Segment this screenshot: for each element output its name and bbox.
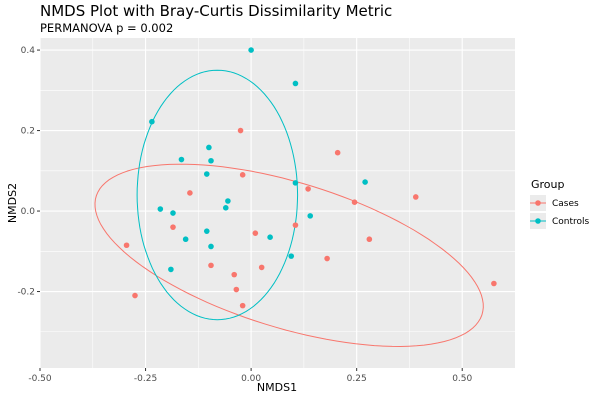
x-tick-label: -0.50	[28, 374, 52, 384]
point-cases	[491, 280, 497, 287]
x-tick-label: 0.50	[452, 374, 472, 384]
point-cases	[351, 199, 358, 205]
point-controls	[248, 47, 254, 53]
plot-panel	[40, 38, 515, 368]
legend: Group Cases Controls	[530, 178, 590, 229]
x-axis-ticks: -0.50 -0.25 0.00 0.25 0.50	[28, 368, 473, 384]
point-cases	[239, 172, 246, 178]
point-controls	[168, 266, 174, 273]
point-cases	[334, 149, 341, 156]
point-cases	[237, 127, 244, 134]
point-controls	[203, 228, 210, 234]
point-controls	[267, 234, 273, 241]
x-axis-label: NMDS1	[257, 381, 297, 394]
point-cases	[258, 264, 265, 271]
legend-key-controls	[535, 218, 541, 224]
point-cases	[292, 222, 299, 228]
point-controls	[225, 198, 231, 204]
point-controls	[208, 157, 214, 164]
point-cases	[324, 255, 330, 262]
legend-title: Group	[531, 178, 565, 191]
y-axis-ticks: -0.2 0.0 0.2 0.4	[17, 46, 40, 298]
x-tick-label: -0.25	[134, 374, 157, 384]
point-cases	[252, 230, 259, 236]
chart-title: NMDS Plot with Bray-Curtis Dissimilarity…	[40, 2, 393, 20]
point-cases	[187, 190, 193, 196]
ellipse-cases	[94, 163, 484, 348]
point-controls	[362, 179, 368, 185]
chart-subtitle: PERMANOVA p = 0.002	[40, 21, 174, 35]
point-cases	[305, 186, 311, 192]
point-cases	[132, 292, 138, 299]
ellipse-controls	[136, 69, 299, 321]
x-tick-label: 0.25	[347, 374, 367, 384]
point-cases	[208, 262, 214, 269]
grid-minor	[40, 38, 515, 368]
y-tick-label: 0.0	[21, 207, 36, 217]
point-controls	[157, 206, 164, 212]
data-points	[123, 47, 497, 309]
point-controls	[182, 236, 189, 243]
y-tick-label: 0.2	[21, 127, 35, 137]
legend-label-cases: Cases	[552, 199, 579, 209]
point-controls	[292, 180, 299, 186]
point-controls	[206, 144, 212, 151]
point-controls	[292, 80, 299, 87]
y-tick-label: -0.2	[17, 288, 35, 298]
legend-key-cases	[535, 200, 541, 206]
y-axis-label: NMDS2	[6, 183, 19, 223]
point-controls	[178, 156, 185, 163]
x-tick-label: 0.00	[241, 374, 261, 384]
point-cases	[412, 194, 419, 200]
point-cases	[123, 242, 130, 249]
point-cases	[233, 286, 240, 293]
confidence-ellipses	[94, 69, 484, 348]
point-cases	[239, 302, 246, 309]
point-controls	[170, 210, 176, 216]
point-cases	[231, 271, 238, 278]
point-controls	[222, 205, 229, 211]
legend-label-controls: Controls	[552, 217, 590, 227]
point-cases	[170, 224, 176, 230]
grid-major	[39, 38, 515, 368]
point-cases	[366, 236, 373, 243]
point-controls	[288, 253, 295, 259]
point-controls	[307, 213, 314, 219]
point-controls	[208, 243, 214, 250]
y-tick-label: 0.4	[21, 46, 36, 56]
point-controls	[149, 118, 155, 125]
point-controls	[203, 171, 210, 177]
